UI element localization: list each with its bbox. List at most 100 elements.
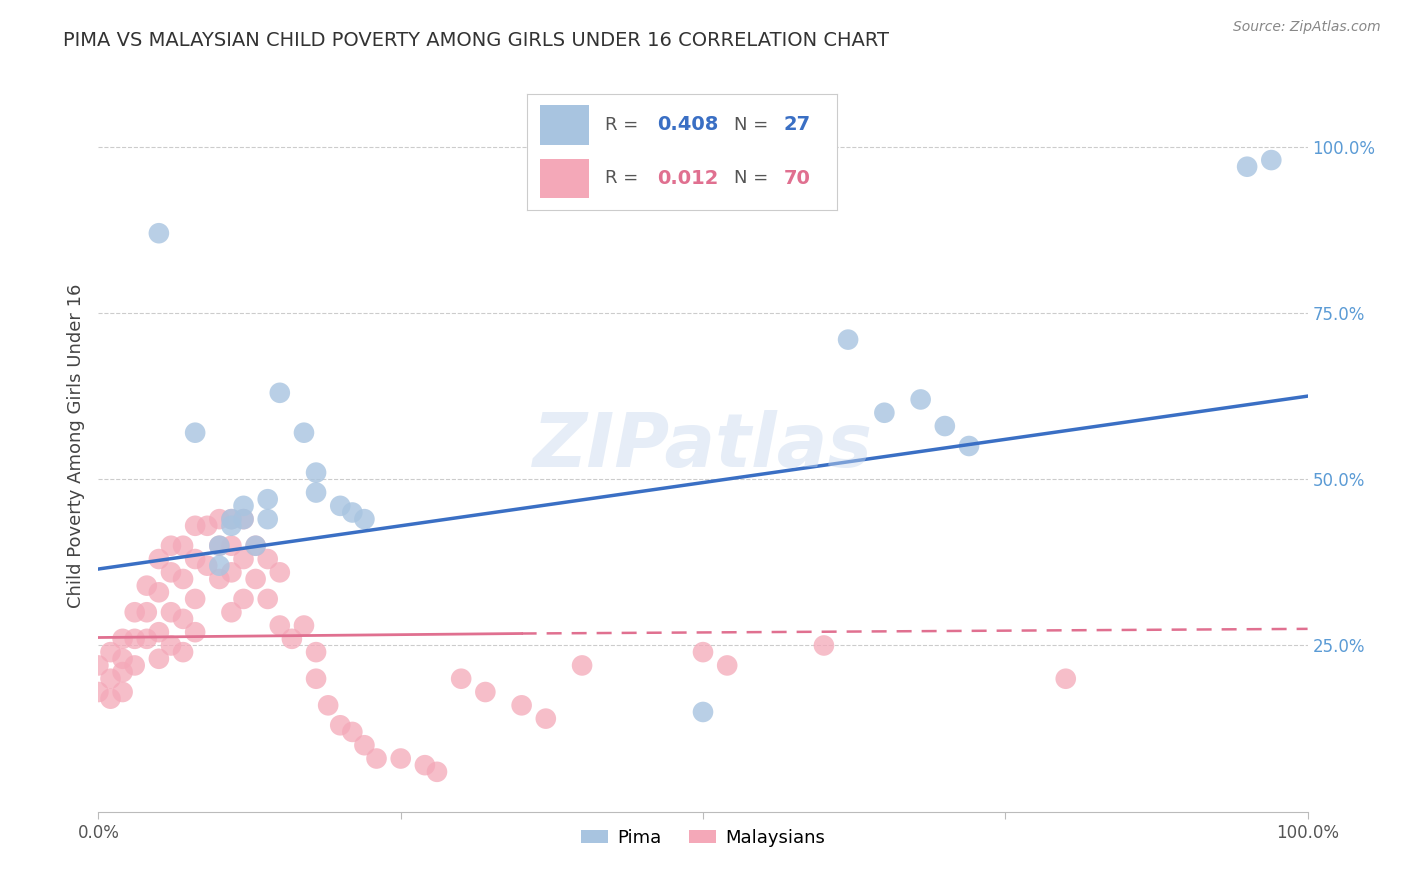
Point <box>389 751 412 765</box>
Point <box>160 566 183 580</box>
Point <box>111 665 134 679</box>
Point <box>474 685 496 699</box>
Point <box>208 558 231 573</box>
Point <box>195 558 218 573</box>
Point <box>184 425 207 440</box>
Point <box>160 639 183 653</box>
Point <box>256 492 278 507</box>
Point <box>957 439 980 453</box>
FancyBboxPatch shape <box>540 159 589 198</box>
Point <box>232 499 254 513</box>
Point <box>195 518 218 533</box>
Point <box>87 658 110 673</box>
Point <box>837 333 859 347</box>
Point <box>510 698 533 713</box>
Point <box>281 632 304 646</box>
Point <box>256 512 278 526</box>
Point <box>232 552 254 566</box>
Point <box>813 639 835 653</box>
Point <box>256 591 278 606</box>
Point <box>353 512 375 526</box>
Point <box>100 691 122 706</box>
Point <box>184 518 207 533</box>
Point <box>160 605 183 619</box>
Point <box>534 712 557 726</box>
Point <box>221 539 243 553</box>
Text: ZIPatlas: ZIPatlas <box>533 409 873 483</box>
Point <box>353 738 375 752</box>
Point <box>221 566 243 580</box>
Text: N =: N = <box>734 116 775 134</box>
Point <box>221 512 243 526</box>
Point <box>692 645 714 659</box>
Text: 70: 70 <box>785 169 811 188</box>
Point <box>292 618 315 632</box>
Point <box>934 419 956 434</box>
Point <box>208 539 231 553</box>
Point <box>316 698 339 713</box>
Point <box>172 539 194 553</box>
FancyBboxPatch shape <box>540 105 589 145</box>
Point <box>716 658 738 673</box>
Point <box>184 625 207 640</box>
Point <box>873 406 896 420</box>
Point <box>342 725 364 739</box>
Text: R =: R = <box>605 169 650 187</box>
Text: N =: N = <box>734 169 775 187</box>
Point <box>450 672 472 686</box>
Point <box>1236 160 1258 174</box>
Point <box>232 512 254 526</box>
Point <box>1260 153 1282 167</box>
Point <box>269 566 291 580</box>
Point <box>124 658 146 673</box>
Point <box>221 605 243 619</box>
Point <box>111 632 134 646</box>
Point <box>245 572 267 586</box>
Point <box>148 585 170 599</box>
Point <box>135 605 157 619</box>
Text: 27: 27 <box>785 115 811 135</box>
Point <box>208 512 231 526</box>
Point <box>329 718 352 732</box>
Point <box>232 591 254 606</box>
Point <box>910 392 932 407</box>
Point <box>148 552 170 566</box>
Point <box>135 632 157 646</box>
Point <box>111 685 134 699</box>
Y-axis label: Child Poverty Among Girls Under 16: Child Poverty Among Girls Under 16 <box>66 284 84 608</box>
Point <box>245 539 267 553</box>
Text: 0.408: 0.408 <box>657 115 718 135</box>
Point <box>232 512 254 526</box>
Point <box>692 705 714 719</box>
Point <box>269 618 291 632</box>
Point <box>571 658 593 673</box>
Point <box>124 632 146 646</box>
Point <box>208 572 231 586</box>
Point <box>1054 672 1077 686</box>
Point <box>269 385 291 400</box>
Point <box>305 466 328 480</box>
Point <box>160 539 183 553</box>
Point <box>172 645 194 659</box>
Point <box>426 764 449 779</box>
Point <box>124 605 146 619</box>
Point <box>100 672 122 686</box>
Point <box>221 518 243 533</box>
Point <box>135 579 157 593</box>
Point <box>329 499 352 513</box>
Point <box>342 506 364 520</box>
Point <box>221 512 243 526</box>
Point <box>148 625 170 640</box>
Point <box>305 672 328 686</box>
Point <box>208 539 231 553</box>
Point <box>87 685 110 699</box>
Legend: Pima, Malaysians: Pima, Malaysians <box>574 822 832 854</box>
Point <box>148 226 170 240</box>
Point <box>111 652 134 666</box>
Point <box>245 539 267 553</box>
Point <box>184 591 207 606</box>
Point <box>172 572 194 586</box>
Text: 0.012: 0.012 <box>657 169 718 188</box>
Text: R =: R = <box>605 116 644 134</box>
Point <box>413 758 436 772</box>
